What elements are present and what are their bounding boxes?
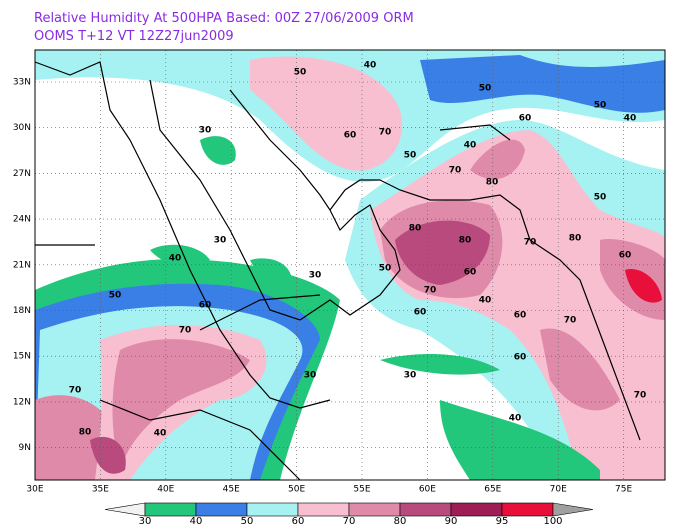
contour-label: 70 bbox=[634, 391, 647, 401]
contour-label: 30 bbox=[304, 371, 317, 381]
colorbar-box bbox=[450, 502, 503, 517]
lat-label: 15N bbox=[13, 352, 31, 362]
colorbar-label: 50 bbox=[241, 516, 254, 525]
contour-label: 80 bbox=[459, 236, 472, 246]
graticule bbox=[34, 50, 665, 480]
contour-label: 70 bbox=[379, 128, 392, 138]
title-line: OOMS T+12 VT 12Z27jun2009 bbox=[34, 29, 234, 44]
map-frame bbox=[34, 49, 666, 481]
contour-label: 50 bbox=[294, 68, 307, 78]
contour-label: 40 bbox=[154, 429, 167, 439]
colorbar-end bbox=[104, 502, 146, 517]
contour-label: 40 bbox=[169, 254, 182, 264]
colorbar-box bbox=[297, 502, 350, 517]
contour-label: 60 bbox=[464, 268, 477, 278]
colorbar-label: 90 bbox=[445, 516, 458, 525]
colorbar-box bbox=[348, 502, 401, 517]
contour-label: 50 bbox=[479, 84, 492, 94]
colorbar-label: 70 bbox=[343, 516, 356, 525]
contour-label: 40 bbox=[464, 141, 477, 151]
contour-label: 70 bbox=[524, 238, 537, 248]
contour-label: 60 bbox=[514, 353, 527, 363]
contour-label: 50 bbox=[404, 151, 417, 161]
colorbar-box bbox=[501, 502, 554, 517]
contour-label: 50 bbox=[594, 193, 607, 203]
contour-labels: 30 50 40 50 60 70 50 70 80 60 50 40 80 80 60 70 50 60 70 80… bbox=[69, 61, 647, 439]
lon-label: 45E bbox=[223, 485, 240, 495]
contour-label: 70 bbox=[69, 386, 82, 396]
lon-label: 55E bbox=[353, 485, 370, 495]
lat-label: 24N bbox=[13, 215, 31, 225]
contour-label: 70 bbox=[449, 166, 462, 176]
contour-label: 40 bbox=[624, 114, 637, 124]
colorbar-label: 100 bbox=[543, 516, 562, 525]
contour-label: 60 bbox=[519, 114, 532, 124]
lon-label: 40E bbox=[157, 485, 174, 495]
colorbar-box bbox=[144, 502, 197, 517]
lon-label: 65E bbox=[484, 485, 501, 495]
colorbar-end bbox=[552, 502, 594, 517]
contour-label: 60 bbox=[514, 311, 527, 321]
contour-label: 70 bbox=[179, 326, 192, 336]
lon-label: 30E bbox=[26, 485, 43, 495]
colorbar-label: 60 bbox=[292, 516, 305, 525]
coastlines bbox=[34, 61, 641, 481]
contour-label: 70 bbox=[424, 286, 437, 296]
contour-label: 50 bbox=[379, 264, 392, 274]
colorbar-label: 40 bbox=[190, 516, 203, 525]
contour-label: 30 bbox=[214, 236, 227, 246]
lat-label: 21N bbox=[13, 260, 31, 270]
lon-label: 35E bbox=[92, 485, 109, 495]
colorbar-box bbox=[195, 502, 248, 517]
lat-label: 12N bbox=[13, 397, 31, 407]
colorbar-label: 30 bbox=[139, 516, 152, 525]
contour-label: 80 bbox=[79, 428, 92, 438]
colorbar-box bbox=[246, 502, 299, 517]
contour-label: 30 bbox=[199, 126, 212, 136]
contour-label: 80 bbox=[486, 178, 499, 188]
contour-label: 50 bbox=[594, 101, 607, 111]
contour-label: 60 bbox=[414, 308, 427, 318]
contour-label: 80 bbox=[569, 234, 582, 244]
lat-label: 18N bbox=[13, 306, 31, 316]
lat-label: 9N bbox=[19, 443, 31, 453]
lat-label: 30N bbox=[13, 123, 31, 133]
contour-label: 60 bbox=[344, 131, 357, 141]
contour-label: 30 bbox=[309, 271, 322, 281]
title-line: Relative Humidity At 500HPA Based: 00Z 2… bbox=[34, 11, 414, 26]
colorbar-label: 80 bbox=[394, 516, 407, 525]
contour-label: 80 bbox=[409, 224, 422, 234]
lon-label: 70E bbox=[550, 485, 567, 495]
contour-label: 40 bbox=[509, 414, 522, 424]
contour-label: 70 bbox=[564, 316, 577, 326]
lon-label: 50E bbox=[288, 485, 305, 495]
contour-label: 30 bbox=[404, 371, 417, 381]
contour-label: 50 bbox=[109, 291, 122, 301]
contour-label: 60 bbox=[199, 301, 212, 311]
colorbar: 30 40 50 60 70 80 90 95 100 bbox=[104, 502, 594, 525]
contour-label: 40 bbox=[479, 296, 492, 306]
contour-label: 40 bbox=[364, 61, 377, 71]
lat-label: 33N bbox=[13, 78, 31, 88]
lon-label: 60E bbox=[419, 485, 436, 495]
contour-label: 60 bbox=[619, 251, 632, 261]
humidity-field bbox=[35, 50, 665, 480]
colorbar-box bbox=[399, 502, 452, 517]
colorbar-label: 95 bbox=[496, 516, 509, 525]
lat-label: 27N bbox=[13, 169, 31, 179]
lon-label: 75E bbox=[615, 485, 632, 495]
